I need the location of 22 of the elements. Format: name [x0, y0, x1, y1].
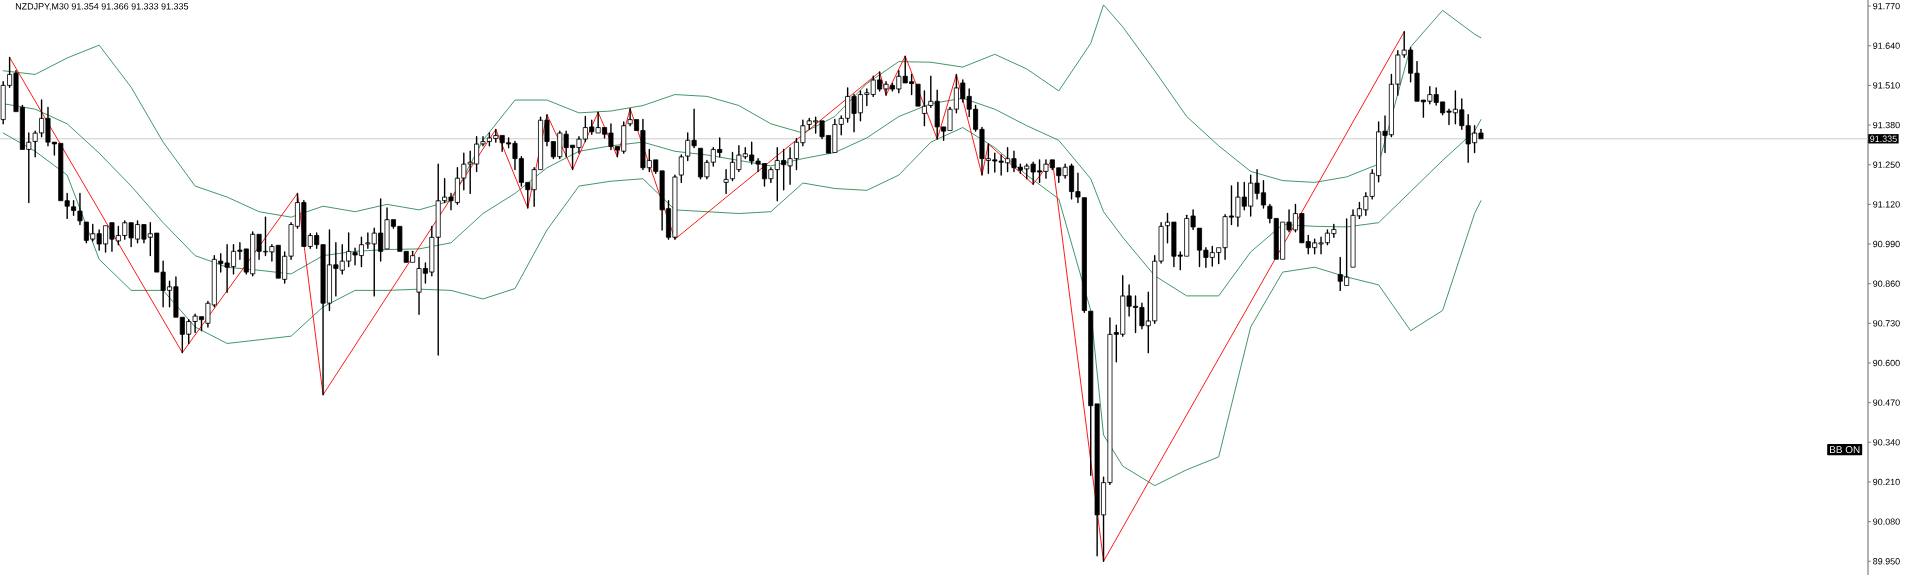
y-tick-label: 90.080 — [1873, 518, 1900, 525]
y-tick-label: 91.510 — [1873, 82, 1900, 89]
y-tick-label: 90.990 — [1873, 240, 1900, 248]
chart-title: NZDJPY,M30 91.354 91.366 91.333 91.335 — [15, 3, 189, 11]
y-tick-label: 90.340 — [1873, 439, 1900, 446]
candlestick — [723, 168, 729, 195]
annotation: BB ON — [1830, 446, 1860, 454]
ref-line-label: 91.335 — [1870, 135, 1897, 142]
y-tick-label: 90.600 — [1873, 359, 1900, 367]
y-tick-label: 90.210 — [1873, 478, 1900, 486]
y-tick-label: 90.470 — [1873, 399, 1900, 406]
y-tick-label: 91.380 — [1873, 121, 1900, 129]
line-series — [2, 4, 1482, 218]
y-tick-label: 91.120 — [1873, 201, 1900, 208]
line-series — [9, 31, 1405, 562]
y-tick-label: 90.860 — [1873, 280, 1900, 287]
y-tick-label: 90.730 — [1873, 320, 1900, 327]
line-series — [2, 127, 1482, 487]
y-tick-label: 91.250 — [1873, 161, 1900, 168]
y-tick-label: 91.770 — [1873, 2, 1900, 10]
y-tick-label: 89.950 — [1873, 558, 1900, 565]
y-tick-label: 91.640 — [1873, 42, 1900, 49]
